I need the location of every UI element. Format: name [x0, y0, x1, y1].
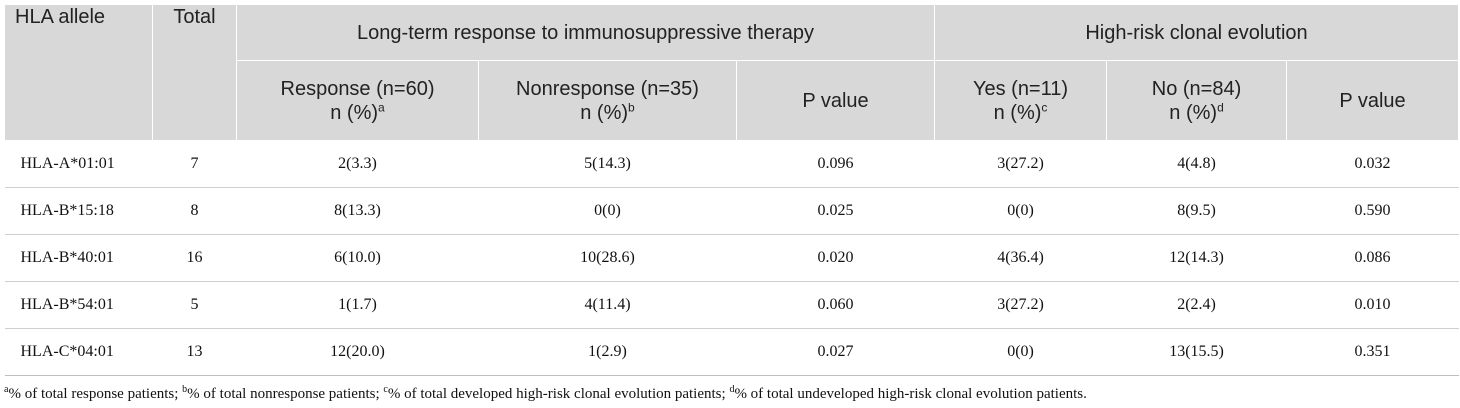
footnote-marker: c: [383, 384, 388, 395]
subheader-unit-text: n (%): [330, 101, 379, 124]
footnote-marker: c: [1041, 99, 1048, 114]
subheader-unit-text: n (%): [1169, 101, 1218, 124]
value-cell: 0.020: [736, 234, 935, 282]
value-cell: 0(0): [478, 187, 737, 235]
value-cell: 6(10.0): [236, 234, 479, 282]
value-cell: 1(2.9): [478, 328, 737, 376]
footnote-marker: d: [729, 384, 735, 395]
value-cell: 7: [152, 140, 237, 188]
header-group-clonal-evolution: High-risk clonal evolution: [934, 4, 1460, 61]
table-row: HLA-A*01:01 7 2(3.3) 5(14.3) 0.096 3(27.2) 4(4…: [4, 140, 1459, 188]
subheader-cell: Nonresponse (n=35) n (%)b: [478, 60, 737, 141]
value-cell: 2(2.4): [1106, 281, 1287, 329]
subheader-label: Yes (n=11): [972, 77, 1069, 100]
footnote-text: % of total undeveloped high-risk clonal …: [734, 386, 1087, 402]
value-cell: 12(14.3): [1106, 234, 1287, 282]
subheader-unit-text: n (%): [580, 101, 629, 124]
footnote-marker: a: [378, 99, 385, 114]
subheader-cell: Response (n=60) n (%)a: [236, 60, 479, 141]
subheader-cell: P value: [1286, 60, 1460, 141]
value-cell: 10(28.6): [478, 234, 737, 282]
subheader-unit: n (%)d: [1117, 101, 1276, 125]
value-cell: 0.010: [1286, 281, 1459, 329]
header-total: Total: [152, 4, 237, 141]
value-cell: 0.096: [736, 140, 935, 188]
footnote-text: % of total nonresponse patients;: [187, 386, 384, 402]
value-cell: 8(9.5): [1106, 187, 1287, 235]
allele-cell: HLA-B*40:01: [4, 234, 153, 282]
subheader-label: Response (n=60): [280, 77, 435, 100]
value-cell: 16: [152, 234, 237, 282]
value-cell: 4(36.4): [934, 234, 1107, 282]
table-row: HLA-C*04:01 13 12(20.0) 1(2.9) 0.027 0(0) 13(1…: [4, 328, 1459, 376]
allele-cell: HLA-B*15:18: [4, 187, 153, 235]
value-cell: 4(11.4): [478, 281, 737, 329]
value-cell: 5: [152, 281, 237, 329]
value-cell: 4(4.8): [1106, 140, 1287, 188]
value-cell: 0.060: [736, 281, 935, 329]
value-cell: 12(20.0): [236, 328, 479, 376]
footnote-text: % of total response patients;: [8, 386, 183, 402]
value-cell: 0(0): [934, 187, 1107, 235]
header-group-ist-response: Long-term response to immunosuppressive …: [235, 4, 936, 61]
footnote-marker: a: [4, 384, 9, 395]
value-cell: 0(0): [934, 328, 1107, 376]
table-row: HLA-B*40:01 16 6(10.0) 10(28.6) 0.020 4(36.4)…: [4, 234, 1459, 282]
allele-cell: HLA-A*01:01: [4, 140, 153, 188]
subheader-cell: No (n=84) n (%)d: [1106, 60, 1288, 141]
footnote-marker: d: [1217, 99, 1224, 114]
subheader-label: Nonresponse (n=35): [516, 77, 699, 100]
value-cell: 13(15.5): [1106, 328, 1287, 376]
subheader-unit: n (%)c: [945, 101, 1096, 125]
value-cell: 5(14.3): [478, 140, 737, 188]
subheader-cell: P value: [735, 60, 936, 141]
subheader-label: No (n=84): [1151, 77, 1242, 100]
subheader-row: Response (n=60) n (%)a Nonresponse (n=35) n…: [5, 60, 1460, 141]
table-body: HLA-A*01:01 7 2(3.3) 5(14.3) 0.096 3(27.2) 4(4…: [4, 140, 1459, 376]
subheader-unit-text: n (%): [993, 101, 1042, 124]
value-cell: 0.086: [1286, 234, 1459, 282]
value-cell: 8(13.3): [236, 187, 479, 235]
value-cell: 0.025: [736, 187, 935, 235]
value-cell: 0.351: [1286, 328, 1459, 376]
table-container: HLA allele Total Long-term response to i…: [4, 4, 1460, 403]
value-cell: 3(27.2): [934, 281, 1107, 329]
subheader-unit: n (%)b: [489, 101, 726, 125]
footnote-text: % of total developed high-risk clonal ev…: [387, 386, 730, 402]
allele-cell: HLA-C*04:01: [4, 328, 153, 376]
table-footnote: a% of total response patients; b% of tot…: [4, 384, 1458, 403]
table-row: HLA-B*15:18 8 8(13.3) 0(0) 0.025 0(0) 8(9.5) 0.…: [4, 187, 1459, 235]
subheader-label: P value: [1339, 89, 1406, 112]
value-cell: 0.032: [1286, 140, 1459, 188]
value-cell: 1(1.7): [236, 281, 479, 329]
value-cell: 2(3.3): [236, 140, 479, 188]
subheader-cell: Yes (n=11) n (%)c: [934, 60, 1108, 141]
footnote-marker: b: [628, 99, 635, 114]
table-row: HLA-B*54:01 5 1(1.7) 4(11.4) 0.060 3(27.2) 2(2…: [4, 281, 1459, 329]
header-hla-allele: HLA allele: [4, 4, 153, 141]
allele-cell: HLA-B*54:01: [4, 281, 153, 329]
value-cell: 0.590: [1286, 187, 1459, 235]
value-cell: 13: [152, 328, 237, 376]
footnote-marker: b: [182, 384, 188, 395]
value-cell: 8: [152, 187, 237, 235]
value-cell: 3(27.2): [934, 140, 1107, 188]
subheader-unit: n (%)a: [247, 101, 468, 125]
value-cell: 0.027: [736, 328, 935, 376]
subheader-label: P value: [802, 89, 869, 112]
hla-allele-table: HLA allele Total Long-term response to i…: [4, 4, 1460, 376]
